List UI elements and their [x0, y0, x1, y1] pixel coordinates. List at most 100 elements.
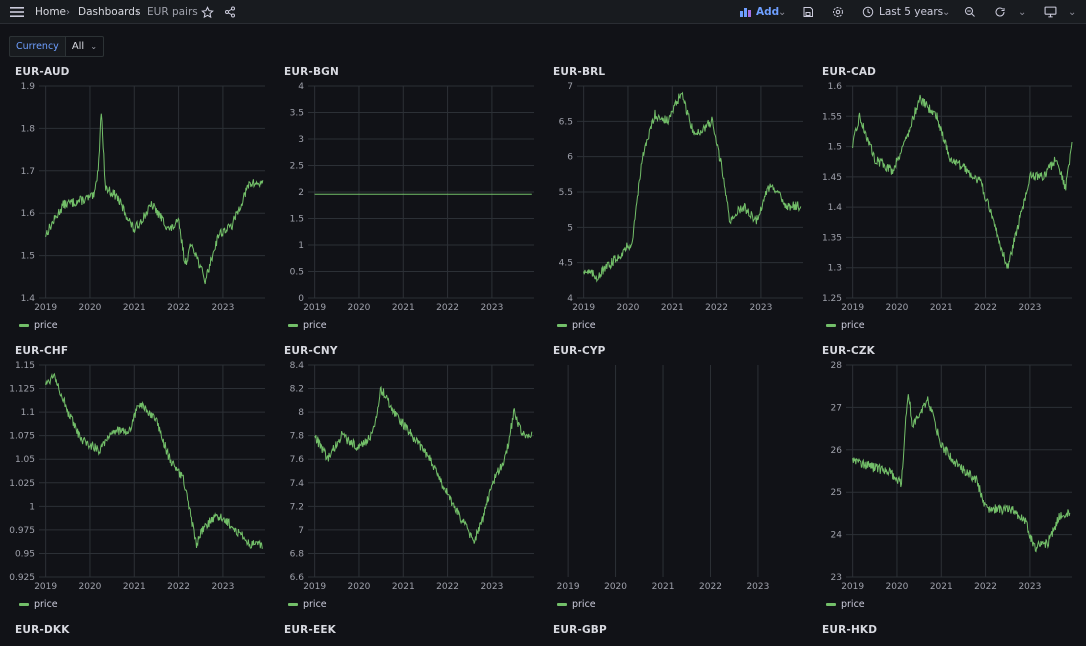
settings-gear-icon[interactable]	[832, 0, 844, 24]
panel-title[interactable]: EUR-CAD	[822, 66, 877, 78]
panel-title[interactable]: EUR-CHF	[15, 345, 69, 357]
panel-title[interactable]: EUR-EEK	[284, 624, 337, 636]
y-tick-label: 1.05	[15, 455, 35, 465]
panel-eur-eek[interactable]: EUR-EEK	[278, 622, 540, 646]
panel-title[interactable]: EUR-CNY	[284, 345, 338, 357]
panel-title[interactable]: EUR-BGN	[284, 66, 339, 78]
series-line-price	[852, 94, 1073, 269]
x-tick-label: 2019	[841, 582, 864, 592]
top-navigation-bar: Home › Dashboards › EUR pairs Add ⌄ Last…	[0, 0, 1086, 24]
legend-item-price[interactable]: price	[557, 320, 596, 331]
x-tick-label: 2021	[930, 303, 953, 313]
legend-item-price[interactable]: price	[19, 320, 58, 331]
y-tick-label: 6.5	[559, 117, 573, 127]
legend-item-price[interactable]: price	[288, 599, 327, 610]
panel-eur-dkk[interactable]: EUR-DKK	[9, 622, 271, 646]
panel-eur-cny[interactable]: EUR-CNY 2019 2020 2021 2022 2023 6.6 6.8 7 7.2 7.4…	[278, 343, 540, 621]
chart-eur-cyp: 2019 2020 2021 2022 2023	[557, 365, 769, 592]
x-tick-label: 2019	[34, 582, 57, 592]
currency-variable-select[interactable]: All ⌄	[65, 36, 105, 57]
panel-eur-aud[interactable]: EUR-AUD 2019 2020 2021 2022 2023 1.4 1.5 1.6 1.7 1…	[9, 64, 271, 342]
y-tick-label: 8.2	[290, 385, 304, 395]
y-tick-label: 6	[567, 153, 573, 163]
y-tick-label: 0	[298, 294, 304, 304]
legend-label: price	[303, 320, 327, 331]
panel-title[interactable]: EUR-AUD	[15, 66, 70, 78]
legend-item-price[interactable]: price	[826, 320, 865, 331]
x-tick-label: 2023	[749, 303, 772, 313]
tv-mode-icon[interactable]	[1044, 0, 1057, 24]
hamburger-icon[interactable]	[10, 0, 24, 24]
y-tick-label: 1.025	[9, 479, 35, 489]
legend-color-swatch	[826, 324, 836, 327]
panel-eur-cad[interactable]: EUR-CAD 2019 2020 2021 2022 2023 1.25 1.3 1.35 1.…	[816, 64, 1078, 342]
panel-title[interactable]: EUR-CZK	[822, 345, 875, 357]
chevron-down-icon[interactable]: ⌄	[778, 6, 787, 18]
chart-eur-brl: 2019 2020 2021 2022 2023 4 4.5 5 5.5 6 6.5 7	[559, 82, 803, 313]
x-tick-label: 2022	[167, 303, 190, 313]
legend-item-price[interactable]: price	[557, 599, 596, 610]
x-tick-label: 2019	[557, 582, 580, 592]
y-tick-label: 1.4	[828, 203, 843, 213]
x-tick-label: 2021	[392, 582, 415, 592]
save-dashboard-icon[interactable]	[802, 0, 814, 24]
y-tick-label: 1.7	[21, 167, 35, 177]
share-icon[interactable]	[224, 0, 236, 24]
panel-title[interactable]: EUR-DKK	[15, 624, 70, 636]
panel-title[interactable]: EUR-GBP	[553, 624, 607, 636]
x-tick-label: 2019	[572, 303, 595, 313]
legend-color-swatch	[826, 603, 836, 606]
panel-eur-brl[interactable]: EUR-BRL 2019 2020 2021 2022 2023 4 4.5 5 5.5 6 6.5 7…	[547, 64, 809, 342]
legend-label: price	[303, 599, 327, 610]
chevron-down-icon: ⌄	[90, 42, 98, 51]
x-tick-label: 2021	[930, 582, 953, 592]
y-tick-label: 1.25	[822, 294, 842, 304]
chevron-down-icon[interactable]: ⌄	[1018, 6, 1027, 18]
add-button[interactable]: Add	[756, 6, 780, 18]
star-icon[interactable]	[201, 0, 214, 24]
panel-eur-hkd[interactable]: EUR-HKD	[816, 622, 1078, 646]
y-tick-label: 1.55	[822, 112, 842, 122]
y-tick-label: 3	[298, 135, 304, 145]
y-tick-label: 7.4	[290, 479, 305, 489]
legend-item-price[interactable]: price	[826, 599, 865, 610]
panel-eur-chf[interactable]: EUR-CHF 2019 2020 2021 2022 2023 0.925 0.95 0.97…	[9, 343, 271, 621]
panel-eur-czk[interactable]: EUR-CZK 2019 2020 2021 2022 2023 23 24 25 26 27 28 p…	[816, 343, 1078, 621]
y-tick-label: 7.8	[290, 432, 305, 442]
legend-item-price[interactable]: price	[19, 599, 58, 610]
x-tick-label: 2022	[167, 582, 190, 592]
time-range-picker[interactable]: Last 5 years	[879, 6, 944, 18]
legend-color-swatch	[557, 324, 567, 327]
x-tick-label: 2022	[436, 582, 459, 592]
y-tick-label: 2.5	[290, 162, 304, 172]
x-tick-label: 2019	[34, 303, 57, 313]
legend-label: price	[34, 599, 58, 610]
y-tick-label: 1.075	[9, 432, 35, 442]
refresh-icon[interactable]	[994, 0, 1006, 24]
x-tick-label: 2021	[652, 582, 675, 592]
y-tick-label: 3.5	[290, 109, 304, 119]
breadcrumb-dashboards[interactable]: Dashboards	[78, 6, 141, 18]
panel-title[interactable]: EUR-HKD	[822, 624, 878, 636]
x-tick-label: 2022	[699, 582, 722, 592]
chevron-right-icon: ›	[136, 6, 140, 18]
add-panel-icon[interactable]	[740, 0, 753, 24]
y-tick-label: 1.8	[21, 124, 36, 134]
x-tick-label: 2023	[211, 582, 234, 592]
panel-eur-cyp[interactable]: EUR-CYP 2019 2020 2021 2022 2023 price	[547, 343, 809, 621]
breadcrumb-home[interactable]: Home	[35, 6, 67, 18]
panel-title[interactable]: EUR-CYP	[553, 345, 606, 357]
y-tick-label: 7	[567, 82, 573, 92]
series-line-price	[45, 372, 264, 549]
legend-item-price[interactable]: price	[288, 320, 327, 331]
panel-title[interactable]: EUR-BRL	[553, 66, 606, 78]
panel-eur-bgn[interactable]: EUR-BGN 2019 2020 2021 2022 2023 0 0.5 1 1.5 2 2.5 3…	[278, 64, 540, 342]
x-tick-label: 2021	[392, 303, 415, 313]
zoom-out-icon[interactable]	[964, 0, 976, 24]
x-tick-label: 2020	[348, 303, 371, 313]
chevron-down-icon[interactable]: ⌄	[1068, 6, 1077, 18]
y-tick-label: 8	[298, 408, 304, 418]
chevron-down-icon[interactable]: ⌄	[942, 6, 951, 18]
y-tick-label: 28	[831, 361, 843, 371]
panel-eur-gbp[interactable]: EUR-GBP	[547, 622, 809, 646]
